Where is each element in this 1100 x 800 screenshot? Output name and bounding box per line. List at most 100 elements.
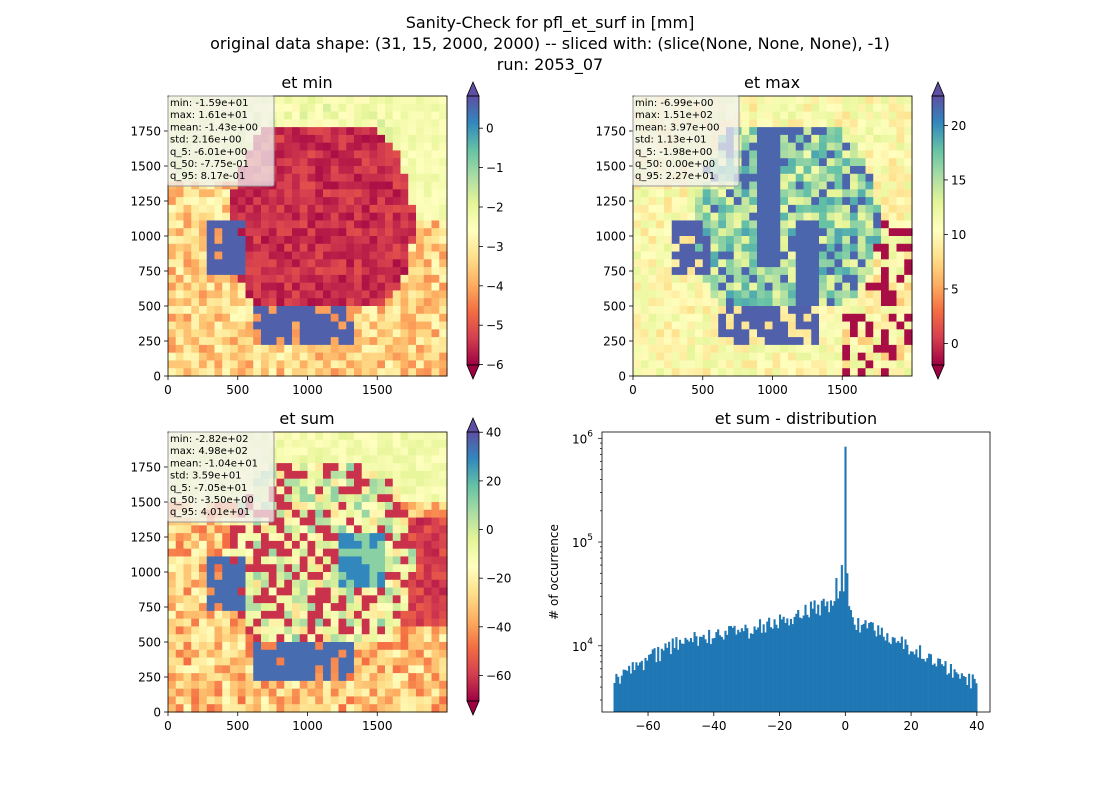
- heatmap-cell: [788, 96, 797, 105]
- heatmap-cell: [330, 517, 340, 526]
- heatmap-cell: [253, 298, 262, 307]
- heatmap-cell: [741, 134, 750, 144]
- heatmap-cell: [253, 236, 262, 245]
- heatmap-cell: [718, 189, 727, 198]
- heatmap-cell: [850, 158, 859, 167]
- heatmap-cell: [648, 290, 657, 299]
- heatmap-cell: [284, 696, 293, 705]
- heatmap-cell: [377, 642, 386, 651]
- heatmap-cell: [354, 595, 363, 604]
- heatmap-cell: [253, 329, 262, 338]
- histogram-bar: [893, 637, 896, 712]
- heatmap-cell: [633, 360, 642, 369]
- heatmap-cell: [749, 228, 758, 237]
- heatmap-cell: [214, 204, 223, 214]
- heatmap-cell: [416, 439, 425, 449]
- heatmap-cell: [330, 478, 340, 488]
- heatmap-cell: [299, 665, 309, 674]
- heatmap-cell: [392, 290, 402, 299]
- heatmap-cell: [385, 204, 394, 214]
- histogram-bar: [806, 614, 809, 712]
- heatmap-cell: [687, 189, 696, 198]
- heatmap-cell: [354, 298, 363, 307]
- heatmap-cell: [788, 298, 797, 307]
- heatmap-cell: [795, 243, 805, 253]
- heatmap-cell: [431, 119, 440, 128]
- heatmap-cell: [408, 603, 417, 612]
- histogram-bar: [898, 642, 902, 712]
- heatmap-cell: [253, 587, 262, 596]
- heatmap-cell: [439, 587, 448, 596]
- heatmap-cell: [338, 352, 347, 362]
- heatmap-cell: [664, 368, 673, 377]
- heatmap-cell: [640, 306, 650, 315]
- heatmap-cell: [245, 290, 254, 299]
- heatmap-cell: [803, 344, 812, 354]
- histogram-bar: [633, 670, 636, 712]
- heatmap-cell: [392, 470, 402, 480]
- heatmap-cell: [299, 274, 309, 284]
- heatmap-cell: [842, 290, 851, 299]
- heatmap-cell: [385, 626, 394, 635]
- heatmap-cell: [354, 688, 363, 698]
- heatmap-cell: [338, 680, 347, 690]
- heatmap-cell: [431, 618, 440, 628]
- heatmap-cell: [873, 329, 882, 338]
- heatmap-cell: [315, 517, 324, 526]
- y-tick-label: 1250: [130, 531, 161, 545]
- heatmap-cell: [416, 337, 425, 346]
- heatmap-cell: [400, 352, 409, 362]
- heatmap-cell: [873, 251, 882, 260]
- histogram-bar: [831, 605, 834, 712]
- heatmap-cell: [377, 548, 386, 558]
- heatmap-cell: [354, 455, 363, 464]
- heatmap-cell: [439, 486, 448, 495]
- heatmap-cell: [695, 368, 704, 377]
- heatmap-cell: [214, 634, 223, 643]
- heatmap-cell: [826, 103, 836, 113]
- heatmap-cell: [276, 439, 285, 449]
- heatmap-cell: [873, 321, 882, 330]
- heatmap-cell: [338, 502, 347, 511]
- heatmap-cell: [261, 344, 270, 354]
- heatmap-cell: [261, 704, 270, 713]
- heatmap-cell: [175, 212, 185, 222]
- heatmap-cell: [354, 634, 363, 643]
- heatmap-cell: [369, 166, 378, 175]
- heatmap-cell: [307, 603, 316, 612]
- heatmap-cell: [330, 212, 340, 222]
- heatmap-cell: [292, 455, 301, 464]
- heatmap-cell: [354, 673, 363, 682]
- heatmap-cell: [423, 111, 433, 120]
- heatmap-cell: [687, 298, 696, 307]
- heatmap-cell: [633, 251, 642, 260]
- heatmap-cell: [819, 282, 828, 292]
- heatmap-cell: [323, 313, 332, 323]
- heatmap-cell: [726, 298, 735, 307]
- heatmap-cell: [749, 96, 758, 105]
- heatmap-cell: [842, 313, 851, 323]
- heatmap-cell: [850, 197, 859, 206]
- heatmap-cell: [222, 274, 231, 284]
- heatmap-cell: [439, 463, 448, 472]
- heatmap-cell: [315, 642, 324, 651]
- histogram-bar: [820, 600, 823, 712]
- histogram-bar: [704, 639, 707, 712]
- heatmap-cell: [834, 243, 843, 253]
- heatmap-cell: [873, 111, 882, 120]
- heatmap-cell: [245, 197, 254, 206]
- heatmap-cell: [199, 688, 208, 698]
- heatmap-cell: [245, 352, 254, 362]
- heatmap-cell: [757, 119, 766, 128]
- heatmap-cell: [687, 251, 696, 260]
- heatmap-cell: [834, 306, 843, 315]
- heatmap-cell: [671, 228, 681, 237]
- heatmap-cell: [323, 525, 332, 534]
- heatmap-cell: [245, 306, 254, 315]
- heatmap-cell: [904, 259, 913, 268]
- heatmap-cell: [377, 525, 386, 534]
- heatmap-cell: [315, 439, 324, 449]
- heatmap-cell: [439, 103, 448, 113]
- heatmap-cell: [315, 595, 324, 604]
- heatmap-cell: [307, 313, 316, 323]
